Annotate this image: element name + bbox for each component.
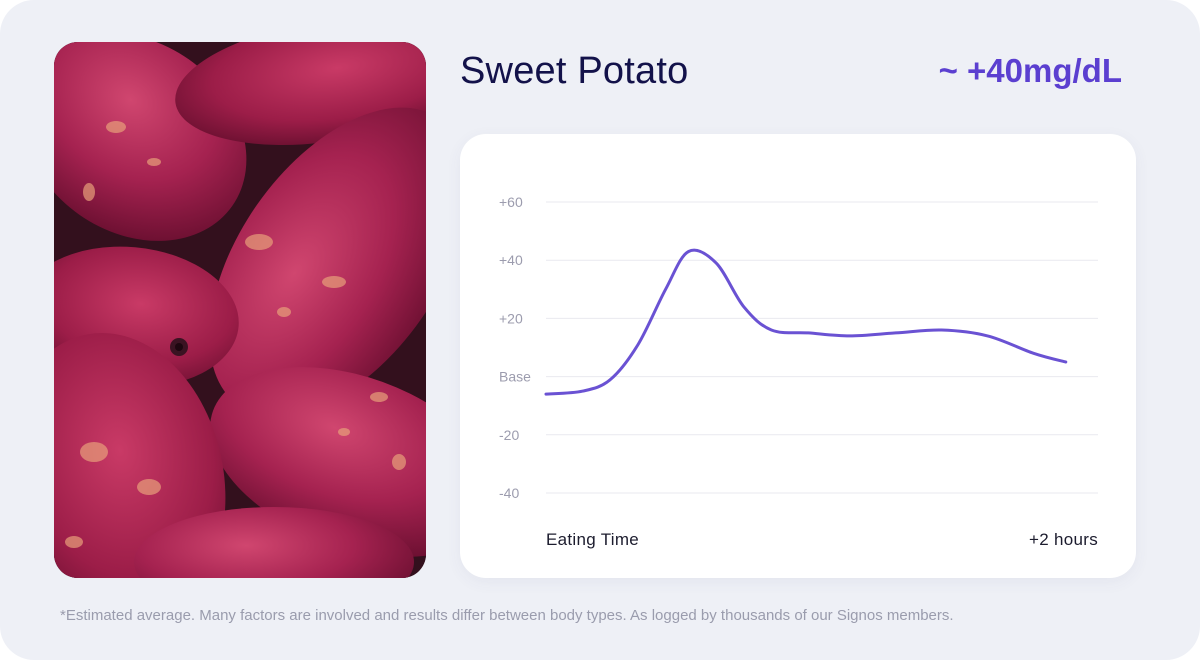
x-tick-two-hours: +2 hours bbox=[1028, 530, 1098, 549]
glucose-chart-card: +60 +40 +20 Base -20 -40 Eating Time +2 hours bbox=[460, 134, 1136, 578]
y-tick-label: -20 bbox=[499, 427, 519, 443]
y-tick-label: +40 bbox=[499, 252, 523, 268]
grid-lines bbox=[546, 201, 1098, 494]
y-tick-label: -40 bbox=[499, 485, 519, 501]
y-tick-label: +60 bbox=[499, 194, 523, 210]
footnote: *Estimated average. Many factors are inv… bbox=[60, 607, 954, 624]
glucose-response-line bbox=[544, 248, 1068, 396]
series-layer bbox=[544, 248, 1068, 396]
y-tick-label: Base bbox=[499, 369, 531, 385]
glucose-spike-value: ~ +40mg/dL bbox=[938, 52, 1122, 89]
y-tick-label: +20 bbox=[499, 310, 523, 326]
food-title: Sweet Potato bbox=[460, 50, 689, 92]
glucose-chart: +60 +40 +20 Base -20 -40 bbox=[499, 194, 1098, 501]
x-tick-eating-time: Eating Time bbox=[546, 530, 640, 549]
y-axis-ticks: +60 +40 +20 Base -20 -40 bbox=[499, 194, 531, 501]
sweet-potato-photo bbox=[54, 42, 426, 578]
